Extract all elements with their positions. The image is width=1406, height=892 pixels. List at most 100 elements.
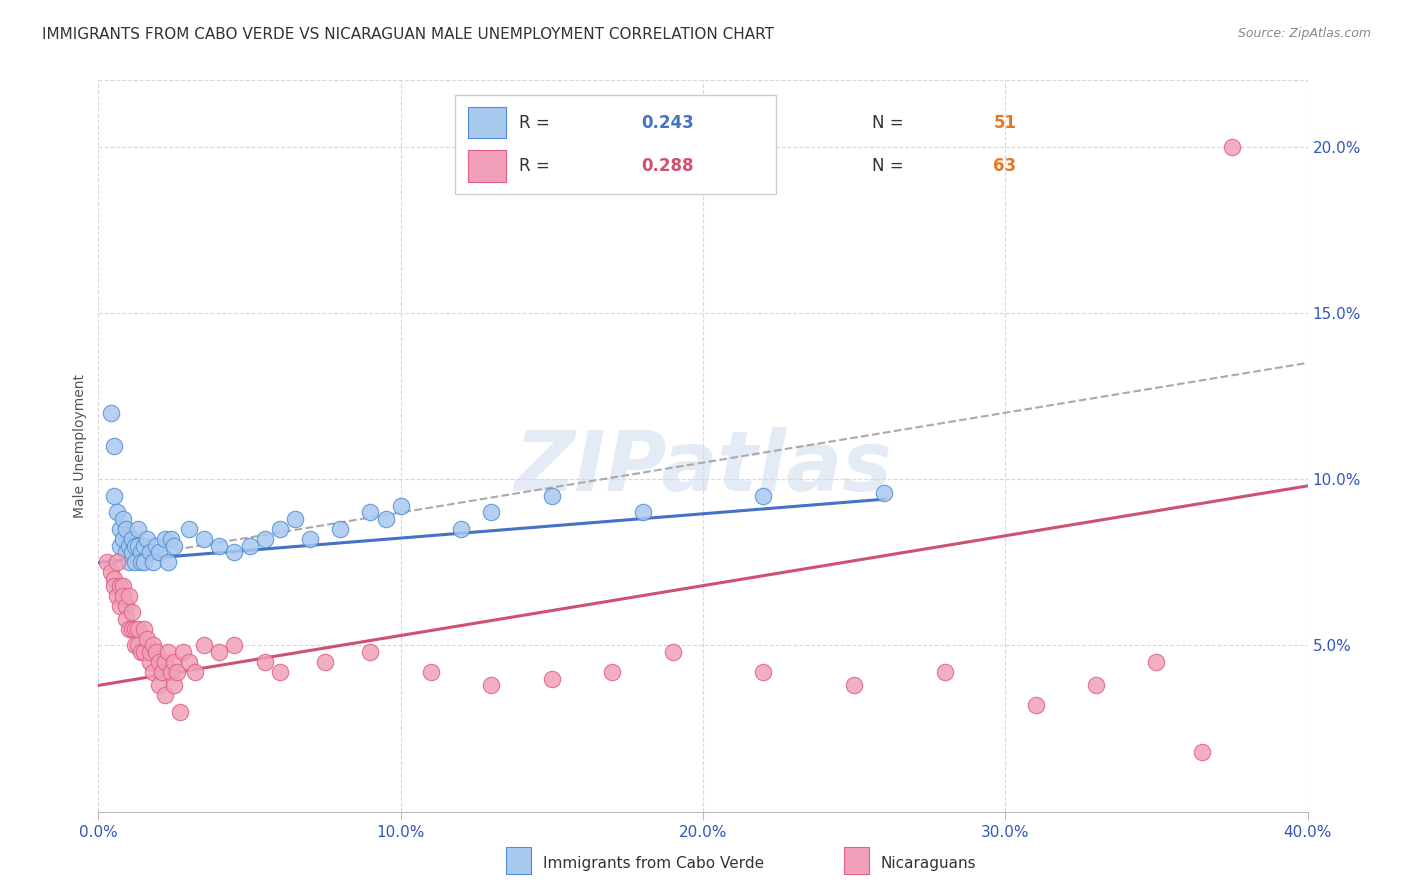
Point [108,522,131,536]
Point [153,689,176,703]
Point [132,645,155,659]
Point [224,639,246,653]
Text: N =: N = [872,157,908,175]
Point [105,589,128,603]
Point [118,555,141,569]
Point [329,522,352,536]
Point [111,589,134,603]
Point [121,605,143,619]
Point [208,539,231,553]
Point [103,489,125,503]
Point [132,622,155,636]
Point [481,678,503,692]
Point [114,522,136,536]
Point [129,545,152,559]
Point [844,678,866,692]
Point [114,545,136,559]
Point [661,645,683,659]
Point [132,539,155,553]
Point [127,639,149,653]
Point [105,506,128,520]
Point [139,655,162,669]
Point [540,489,562,503]
Point [873,485,896,500]
Point [124,539,146,553]
Point [752,489,775,503]
Point [114,599,136,613]
Point [135,632,157,646]
Text: R =: R = [519,157,555,175]
Point [96,555,118,569]
Point [145,539,167,553]
Point [163,678,186,692]
Point [269,522,291,536]
Point [132,555,155,569]
Point [121,532,143,546]
Point [160,665,183,679]
Point [1144,655,1167,669]
Point [142,639,165,653]
Point [153,532,176,546]
Point [934,665,956,679]
Point [163,655,186,669]
Point [1220,140,1243,154]
Point [111,512,134,526]
Point [284,512,307,526]
Text: N =: N = [872,113,908,131]
Point [160,532,183,546]
Point [108,599,131,613]
Point [142,665,165,679]
Text: IMMIGRANTS FROM CABO VERDE VS NICARAGUAN MALE UNEMPLOYMENT CORRELATION CHART: IMMIGRANTS FROM CABO VERDE VS NICARAGUAN… [42,27,775,42]
Point [111,532,134,546]
Point [253,655,276,669]
Point [360,506,382,520]
Point [103,572,125,586]
Point [208,645,231,659]
Point [193,532,215,546]
Point [139,645,162,659]
Point [108,579,131,593]
Point [111,579,134,593]
Point [139,545,162,559]
Point [150,665,173,679]
Point [127,522,149,536]
Point [148,545,170,559]
Point [179,655,201,669]
Point [166,665,188,679]
Point [129,645,152,659]
Point [145,645,167,659]
Point [481,506,503,520]
Point [153,655,176,669]
Text: 51: 51 [994,113,1017,131]
Point [156,645,179,659]
Point [420,665,443,679]
Point [389,499,412,513]
Point [269,665,291,679]
Point [135,532,157,546]
Point [100,566,122,580]
Point [148,655,170,669]
Point [103,579,125,593]
Point [253,532,276,546]
Point [299,532,322,546]
Point [540,672,562,686]
Point [374,512,396,526]
Point [118,539,141,553]
Point [121,545,143,559]
Point [239,539,262,553]
Point [124,555,146,569]
Point [602,665,624,679]
Point [150,665,173,679]
Point [118,622,141,636]
Point [105,555,128,569]
Point [108,539,131,553]
Point [129,555,152,569]
Point [193,639,215,653]
Point [163,539,186,553]
Point [450,522,472,536]
Point [148,678,170,692]
Point [124,639,146,653]
Point [184,665,207,679]
Point [114,612,136,626]
Text: 0.288: 0.288 [641,157,693,175]
